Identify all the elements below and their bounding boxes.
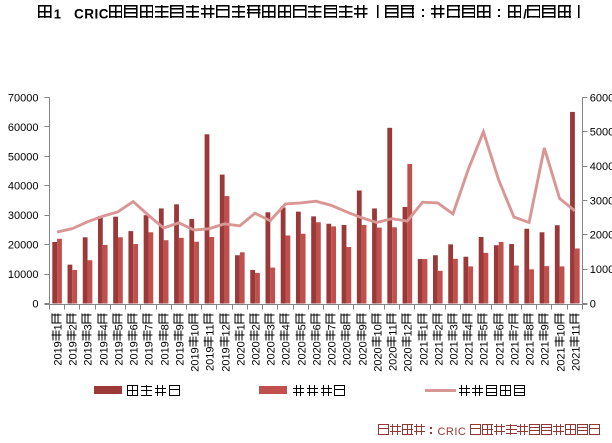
svg-text:20000: 20000 — [8, 240, 39, 252]
svg-text:40000: 40000 — [8, 181, 39, 193]
svg-text:0: 0 — [32, 298, 38, 310]
svg-text:3000: 3000 — [590, 195, 612, 207]
svg-text:4000: 4000 — [590, 161, 612, 173]
svg-text:6000: 6000 — [590, 92, 612, 104]
svg-text:30000: 30000 — [8, 210, 39, 222]
svg-text:60000: 60000 — [8, 122, 39, 134]
svg-text:1000: 1000 — [590, 264, 612, 276]
svg-text:70000: 70000 — [8, 92, 39, 104]
svg-text:0: 0 — [590, 298, 596, 310]
svg-text:5000: 5000 — [590, 127, 612, 139]
svg-text:2000: 2000 — [590, 230, 612, 242]
svg-text:10000: 10000 — [8, 269, 39, 281]
svg-text:50000: 50000 — [8, 151, 39, 163]
